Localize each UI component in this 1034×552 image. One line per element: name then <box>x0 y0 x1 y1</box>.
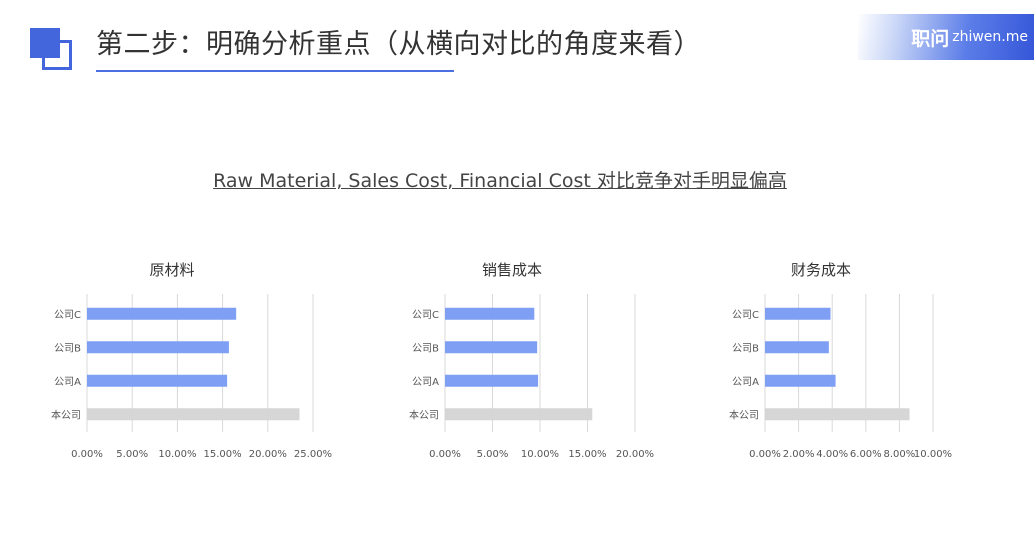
category-label: 本公司 <box>51 408 81 421</box>
chart-title: 财务成本 <box>791 261 851 279</box>
category-label: 公司B <box>732 343 759 354</box>
bar <box>87 374 228 387</box>
x-tick-label: 25.00% <box>294 449 332 460</box>
x-tick-label: 8.00% <box>884 449 916 460</box>
category-label: 公司C <box>54 310 81 321</box>
chart-svg: 财务成本 0.00% 2.00% 4.00% 6.00% 8.00%10.00% 公司C 公司… <box>729 261 952 460</box>
bar <box>87 408 300 421</box>
category-label: 公司B <box>54 343 81 354</box>
category-label: 本公司 <box>409 408 439 421</box>
x-tick-label: 20.00% <box>616 449 654 460</box>
chart-title: 销售成本 <box>482 261 542 279</box>
x-tick-label: 6.00% <box>850 449 882 460</box>
x-tick-label: 4.00% <box>816 449 848 460</box>
x-tick-label: 15.00% <box>204 449 242 460</box>
chart-title: 原材料 <box>149 261 194 279</box>
chart-financial-cost: 财务成本 0.00% 2.00% 4.00% 6.00% 8.00% 10.00% 公司C 公司… <box>718 255 1018 465</box>
x-tick-label: 10.00% <box>521 449 559 460</box>
category-label: 公司A <box>412 377 439 388</box>
chart-svg: 销售成本 0.00% 5.00% 10.00% 15.00% 20.00% 公司C 公司B 公司… <box>409 261 654 460</box>
category-label: 公司C <box>412 310 439 321</box>
bar <box>87 341 229 354</box>
brand-banner: 职问 zhiwen.me <box>858 14 1034 60</box>
x-tick-label: 5.00% <box>116 449 148 460</box>
category-label: 公司A <box>54 377 81 388</box>
chart-raw-material: 原材料 0.00% 5.00% 10.00% 15.00% 20.00% 25.00% 公司C… <box>40 255 340 465</box>
bar <box>445 374 539 387</box>
chart-svg: 原材料 0.00% 5.00% 10.00% 15.00% 20.00% 25.00% 公司C… <box>51 261 332 460</box>
x-tick-label: 2.00% <box>783 449 815 460</box>
chart-subtitle: Raw Material, Sales Cost, Financial Cost… <box>213 170 787 192</box>
chart-sales-cost: 销售成本 0.00% 5.00% 10.00% 15.00% 20.00% 公司C 公司B 公司… <box>398 255 698 465</box>
x-tick-label: 15.00% <box>568 449 606 460</box>
category-label: 公司A <box>732 377 759 388</box>
x-tick-label: 5.00% <box>477 449 509 460</box>
bar <box>765 408 910 421</box>
x-tick-label: 10.00% <box>158 449 196 460</box>
logo-squares-icon <box>30 28 76 74</box>
bar <box>445 341 538 354</box>
x-tick-label: 0.00% <box>749 449 781 460</box>
category-label: 本公司 <box>729 408 759 421</box>
bar <box>765 307 831 320</box>
bar <box>765 341 829 354</box>
bar <box>87 307 237 320</box>
bar <box>445 307 535 320</box>
x-tick-label: 20.00% <box>249 449 287 460</box>
x-tick-label: 0.00% <box>71 449 103 460</box>
brand-domain: zhiwen.me <box>952 29 1028 45</box>
bar <box>445 408 593 421</box>
x-tick-label: 10.00% <box>914 449 952 460</box>
category-label: 公司B <box>412 343 439 354</box>
page-title: 第二步：明确分析重点（从横向对比的角度来看） <box>96 29 701 60</box>
category-label: 公司C <box>732 310 759 321</box>
title-underline <box>96 70 454 72</box>
logo-square-front <box>30 28 60 58</box>
brand-name: 职问 <box>911 27 950 50</box>
bar <box>765 374 836 387</box>
x-tick-label: 0.00% <box>429 449 461 460</box>
